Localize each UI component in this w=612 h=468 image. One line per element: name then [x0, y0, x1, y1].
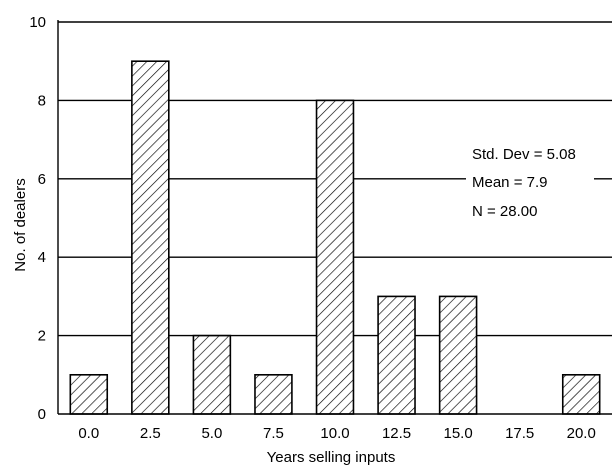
bar-7.5 — [254, 373, 293, 415]
bars — [69, 60, 601, 415]
x-tick-label: 20.0 — [567, 425, 596, 442]
bar-2.5 — [131, 60, 170, 415]
x-tick-label: 10.0 — [320, 425, 349, 442]
x-tick-label: 12.5 — [382, 425, 411, 442]
bar-10.0 — [315, 99, 355, 415]
y-tick-label: 2 — [38, 328, 46, 345]
axes — [57, 20, 612, 415]
x-tick-label: 17.5 — [505, 425, 534, 442]
bar-15.0 — [438, 295, 478, 415]
y-tick-label: 10 — [29, 14, 46, 31]
x-tick-label: 5.0 — [201, 425, 222, 442]
y-tick-label: 6 — [38, 171, 46, 188]
y-axis-title: No. of dealers — [12, 178, 29, 271]
bar-12.5 — [377, 295, 416, 415]
mean-label: Mean = 7.9 — [472, 174, 547, 191]
x-tick-label: 2.5 — [140, 425, 161, 442]
n-label: N = 28.00 — [472, 203, 537, 220]
y-tick-label: 8 — [38, 92, 46, 109]
x-tick-label: 7.5 — [263, 425, 284, 442]
y-tick-labels: 0 2 4 6 8 10 — [29, 14, 46, 423]
bar-20.0 — [561, 373, 601, 415]
bar-0.0 — [69, 373, 109, 415]
statistics-annotation: Std. Dev = 5.08 Mean = 7.9 N = 28.00 — [466, 134, 594, 222]
x-axis-title: Years selling inputs — [267, 449, 396, 466]
std-dev-label: Std. Dev = 5.08 — [472, 146, 576, 163]
x-tick-label: 15.0 — [444, 425, 473, 442]
y-tick-label: 0 — [38, 406, 46, 423]
x-tick-label: 0.0 — [78, 425, 99, 442]
bar-5.0 — [192, 334, 232, 415]
x-tick-labels: 0.0 2.5 5.0 7.5 10.0 12.5 15.0 17.5 20.0 — [78, 425, 595, 442]
y-tick-label: 4 — [38, 249, 46, 266]
